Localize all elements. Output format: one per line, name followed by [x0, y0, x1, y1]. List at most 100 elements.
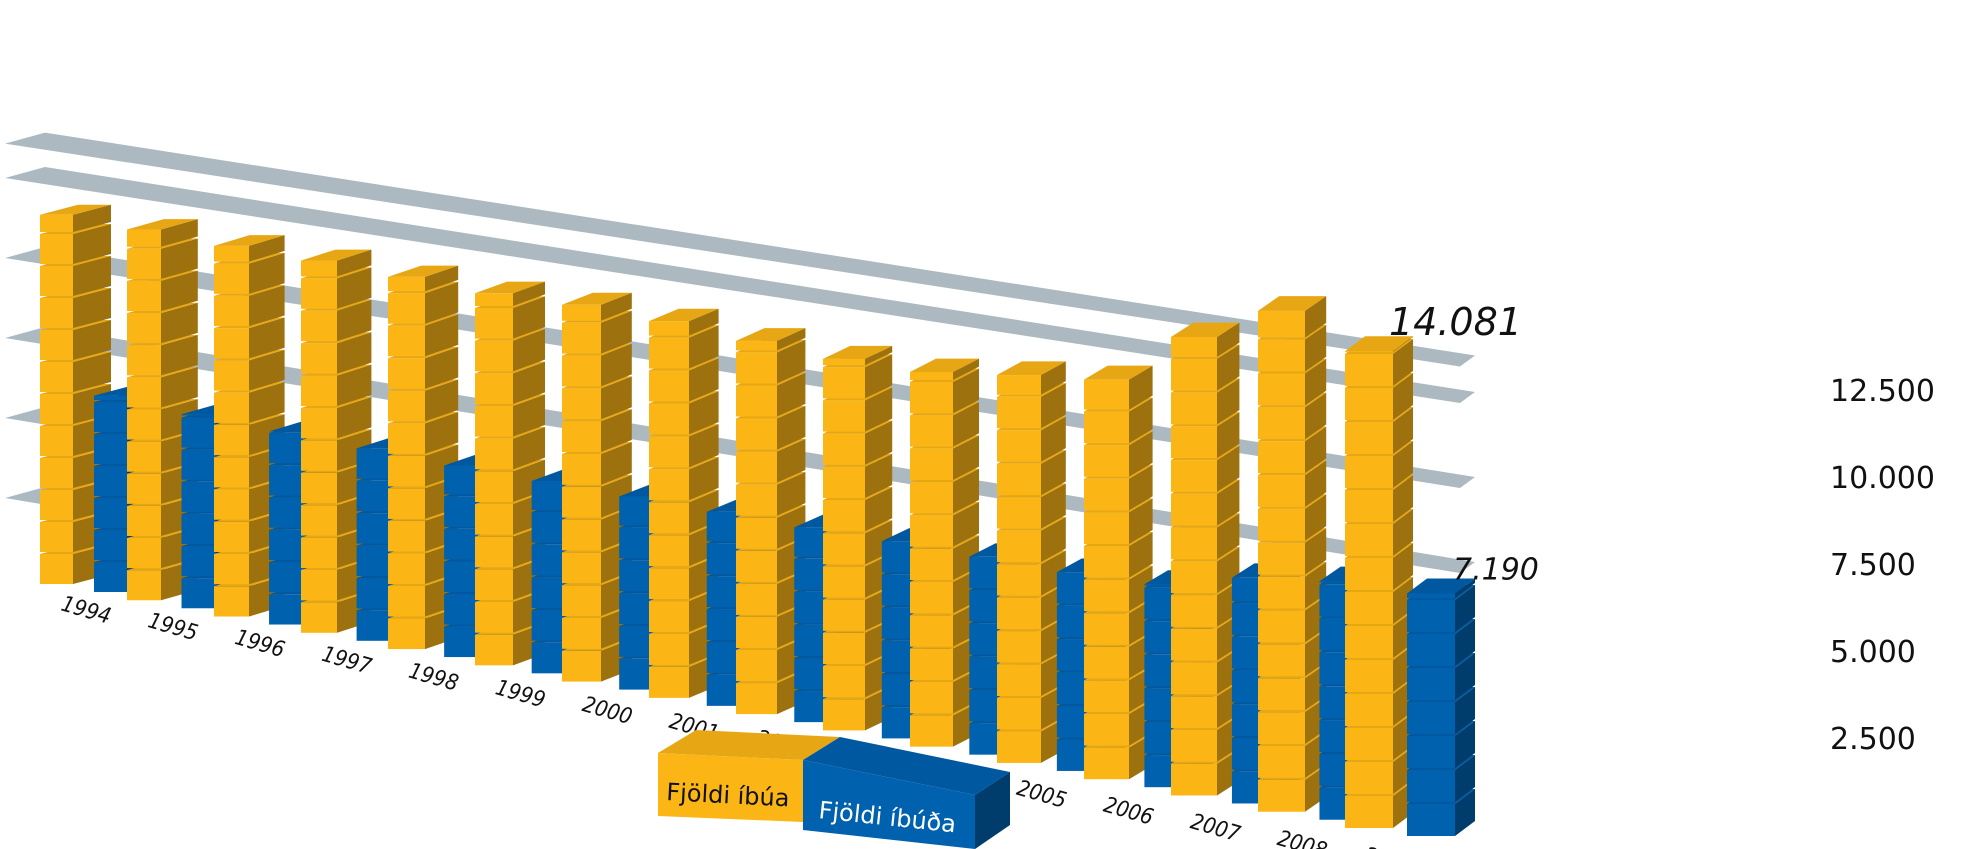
bar-block — [127, 248, 161, 279]
bar-block — [562, 322, 601, 354]
bar-block — [214, 554, 249, 585]
bar-block — [736, 418, 777, 450]
bar-block — [562, 618, 601, 649]
bar-block — [301, 472, 337, 504]
bar-block — [997, 375, 1041, 395]
bar-block-side — [1455, 687, 1475, 734]
bar-block-side — [425, 281, 459, 324]
bar-block — [388, 455, 425, 487]
bar-block — [997, 530, 1041, 563]
bar-block-side — [1393, 336, 1413, 352]
bar-block-side — [1305, 494, 1327, 541]
bar-block — [388, 586, 425, 617]
bar-block-top — [1345, 336, 1413, 352]
bar-block — [301, 375, 337, 406]
bar-block-side — [1129, 397, 1153, 444]
bar-block — [388, 358, 425, 389]
bar-block-top — [1084, 365, 1153, 380]
bar-block — [736, 484, 777, 516]
bar-block — [736, 583, 777, 615]
x-tick-label: 2000 — [580, 692, 635, 730]
bar-block — [562, 388, 601, 420]
bar-block-side — [1305, 324, 1327, 372]
bar-block — [475, 406, 513, 437]
x-tick-label: 2006 — [1101, 793, 1156, 831]
bar-block — [214, 586, 249, 617]
bar-block-side — [513, 394, 545, 437]
bar-block — [269, 562, 305, 593]
bar-block-top — [910, 358, 979, 372]
bar-Fjöldi íbúa-2008 — [1258, 296, 1327, 812]
bar-block-side — [425, 412, 459, 454]
bar-block — [388, 488, 425, 519]
bar-block-side — [1041, 361, 1066, 395]
bar-block — [40, 330, 73, 360]
bar-block-side — [777, 405, 806, 450]
bar-block — [736, 650, 777, 682]
bar-block — [910, 548, 953, 580]
bar-block-side — [689, 457, 719, 501]
bar-block — [562, 421, 601, 452]
bar-block — [1407, 634, 1455, 666]
bar-block — [40, 554, 73, 584]
bar-block — [1258, 610, 1305, 643]
bar-block — [475, 340, 513, 372]
bar-block — [1084, 613, 1129, 645]
bar-block — [997, 597, 1041, 630]
bar-block — [214, 521, 249, 552]
y-tick-label: 12.500 — [1830, 374, 1935, 409]
bar-block-side — [689, 358, 719, 402]
bar-block-side — [1217, 412, 1240, 459]
bar-block — [1258, 339, 1305, 372]
bar-block — [94, 402, 127, 432]
bar-block — [910, 515, 953, 547]
bar-block-side — [1393, 543, 1413, 590]
bar-block-side — [1455, 578, 1475, 598]
bar-block-side — [161, 238, 198, 279]
bar-Fjöldi íbúa-2001 — [649, 308, 719, 698]
bar-block — [475, 634, 513, 666]
bar-block — [301, 602, 337, 633]
bar-block — [1258, 542, 1305, 575]
bar-block — [388, 618, 425, 650]
bar-block — [562, 486, 601, 518]
bar-block — [1345, 796, 1393, 828]
bar-block — [356, 480, 393, 512]
bar-block — [1084, 680, 1129, 712]
y-tick-label: 5.000 — [1830, 635, 1916, 670]
bar-block — [475, 602, 513, 633]
bar-block-side — [953, 368, 979, 414]
bar-block-side — [689, 391, 719, 435]
bar-block — [1345, 354, 1393, 386]
bar-block-side — [1129, 365, 1153, 410]
bar-block — [127, 377, 161, 408]
bar-block — [1171, 628, 1217, 661]
bar-block — [1345, 558, 1393, 590]
bar-block-side — [1455, 789, 1475, 836]
bar-block-side — [513, 427, 545, 470]
legend-swatch — [658, 753, 803, 822]
bar-block — [1345, 626, 1393, 658]
bar-block — [1171, 460, 1217, 492]
bar-block — [649, 403, 689, 435]
bar-block-top — [127, 219, 198, 230]
data-label: 7.190 — [1453, 553, 1539, 588]
bar-block — [444, 465, 482, 495]
bar-block-side — [1217, 445, 1240, 492]
bar-block — [1171, 527, 1217, 560]
bar-block — [1084, 546, 1129, 578]
bar-block — [269, 497, 305, 528]
bar-block-side — [865, 387, 893, 432]
bar-block-side — [1217, 344, 1240, 391]
bar-block — [301, 505, 337, 536]
bar-block-top — [40, 204, 111, 215]
data-label: 14.081 — [1389, 300, 1522, 344]
bar-block — [736, 340, 777, 351]
legend-swatch — [803, 760, 975, 849]
bar-block — [356, 448, 393, 479]
bar-block — [823, 533, 865, 565]
bar-block-top — [823, 345, 893, 359]
bar-block-top — [736, 328, 806, 341]
bar-block — [823, 599, 865, 631]
